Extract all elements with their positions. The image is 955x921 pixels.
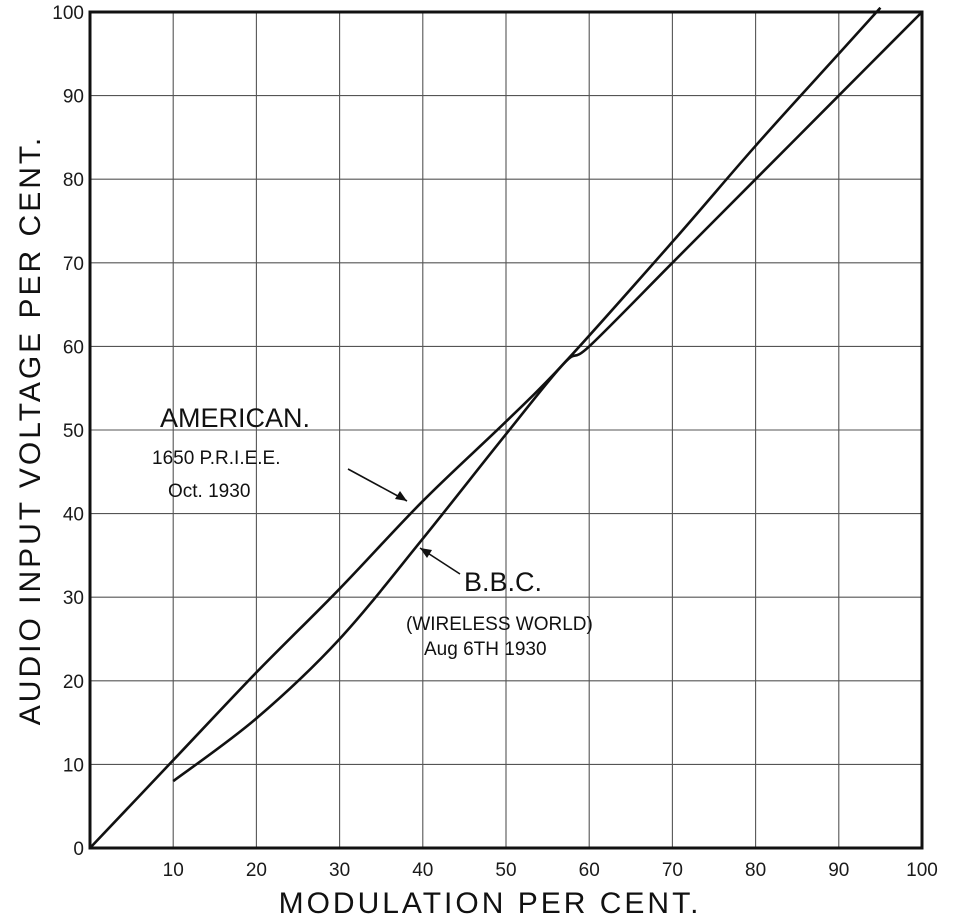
x-axis-title: MODULATION PER CENT.	[279, 887, 702, 920]
y-axis-title: AUDIO INPUT VOLTAGE PER CENT.	[14, 135, 47, 725]
x-tick-labels: 10 20 30 40 50 60 70 80 90 100	[163, 860, 938, 881]
y-tick-label: 80	[63, 170, 84, 191]
y-tick-label: 0	[73, 839, 84, 860]
annotation-bbc-line-2: Aug 6TH 1930	[424, 639, 547, 660]
plot-frame	[88, 10, 924, 850]
y-tick-label: 10	[63, 755, 84, 776]
annotation-american-title: AMERICAN.	[160, 403, 310, 433]
x-tick-label: 60	[579, 860, 600, 881]
x-tick-label: 100	[906, 860, 938, 881]
y-tick-label: 20	[63, 672, 84, 693]
x-tick-label: 90	[828, 860, 849, 881]
y-tick-label: 60	[63, 337, 84, 358]
y-tick-label: 70	[63, 254, 84, 275]
annotation-bbc: B.B.C. (WIRELESS WORLD) Aug 6TH 1930	[406, 547, 593, 660]
y-tick-label: 30	[63, 588, 84, 609]
y-tick-label: 100	[52, 3, 84, 24]
annotation-bbc-title: B.B.C.	[464, 567, 542, 597]
annotation-american-line-2: Oct. 1930	[168, 481, 250, 502]
grid-lines	[90, 12, 922, 848]
y-tick-label: 90	[63, 87, 84, 108]
x-tick-label: 40	[412, 860, 433, 881]
y-tick-label: 50	[63, 421, 84, 442]
x-tick-label: 10	[163, 860, 184, 881]
annotation-american-arrowhead	[395, 491, 407, 501]
x-tick-label: 30	[329, 860, 350, 881]
y-tick-labels: 0 10 20 30 40 50 60 70 80 90 100	[52, 3, 84, 860]
x-tick-label: 50	[495, 860, 516, 881]
x-tick-label: 20	[246, 860, 267, 881]
annotation-american-line-1: 1650 P.R.I.E.E.	[152, 448, 281, 469]
y-tick-label: 40	[63, 505, 84, 526]
annotation-bbc-line-1: (WIRELESS WORLD)	[406, 614, 593, 635]
x-tick-label: 80	[745, 860, 766, 881]
series-line-0	[89, 6, 882, 849]
annotation-bbc-arrowhead	[420, 548, 432, 558]
annotation-american: AMERICAN. 1650 P.R.I.E.E. Oct. 1930	[152, 403, 408, 502]
x-tick-label: 70	[662, 860, 683, 881]
series-lines	[89, 6, 923, 849]
series-line-1	[172, 11, 923, 783]
